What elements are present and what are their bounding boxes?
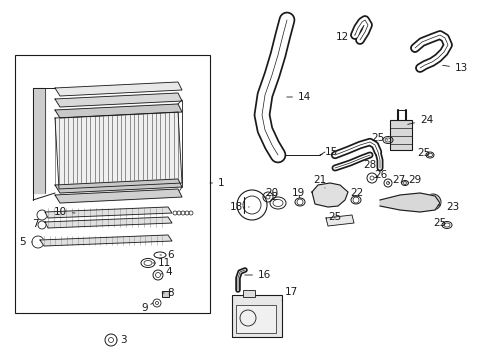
Text: 29: 29 xyxy=(404,175,420,185)
Text: 5: 5 xyxy=(20,237,32,247)
Text: 4: 4 xyxy=(161,267,171,277)
Polygon shape xyxy=(55,189,182,203)
Bar xyxy=(243,290,254,297)
Polygon shape xyxy=(45,207,172,218)
Polygon shape xyxy=(55,104,182,118)
Text: 24: 24 xyxy=(407,115,432,125)
Text: 14: 14 xyxy=(286,92,311,102)
Polygon shape xyxy=(55,82,182,96)
Text: 11: 11 xyxy=(153,258,171,268)
Text: 16: 16 xyxy=(244,270,271,280)
Bar xyxy=(283,14,290,19)
Text: 23: 23 xyxy=(437,202,458,212)
Polygon shape xyxy=(33,88,45,193)
Text: 7: 7 xyxy=(32,219,46,229)
Text: 10: 10 xyxy=(54,207,75,217)
Text: 6: 6 xyxy=(160,250,173,260)
Polygon shape xyxy=(55,93,182,107)
Circle shape xyxy=(424,194,440,210)
Text: 25: 25 xyxy=(327,212,341,222)
Text: 12: 12 xyxy=(335,32,354,42)
Text: 2: 2 xyxy=(264,192,277,202)
Bar xyxy=(389,120,411,150)
Text: 27: 27 xyxy=(387,175,405,185)
Text: 25: 25 xyxy=(416,148,429,158)
Text: 25: 25 xyxy=(433,218,446,228)
Polygon shape xyxy=(55,179,182,193)
Text: 26: 26 xyxy=(373,170,386,180)
Text: 8: 8 xyxy=(162,288,173,298)
Text: 9: 9 xyxy=(141,303,153,313)
Polygon shape xyxy=(45,217,172,228)
Text: 3: 3 xyxy=(117,335,126,345)
Bar xyxy=(231,295,282,337)
Text: 19: 19 xyxy=(291,188,304,198)
Polygon shape xyxy=(325,215,353,226)
Polygon shape xyxy=(55,112,182,189)
Text: 13: 13 xyxy=(442,63,468,73)
Polygon shape xyxy=(40,235,172,246)
Bar xyxy=(236,305,275,333)
Text: 28: 28 xyxy=(363,157,376,170)
Text: 21: 21 xyxy=(313,175,326,188)
Polygon shape xyxy=(379,193,439,212)
Text: 25: 25 xyxy=(370,133,387,143)
Text: 1: 1 xyxy=(209,178,224,188)
Text: 17: 17 xyxy=(282,287,298,300)
Bar xyxy=(162,291,169,297)
Text: 18: 18 xyxy=(229,202,249,212)
Text: 22: 22 xyxy=(350,188,363,198)
Text: 20: 20 xyxy=(265,188,278,198)
Polygon shape xyxy=(311,183,347,207)
Text: 15: 15 xyxy=(319,147,338,157)
Bar xyxy=(15,55,209,313)
